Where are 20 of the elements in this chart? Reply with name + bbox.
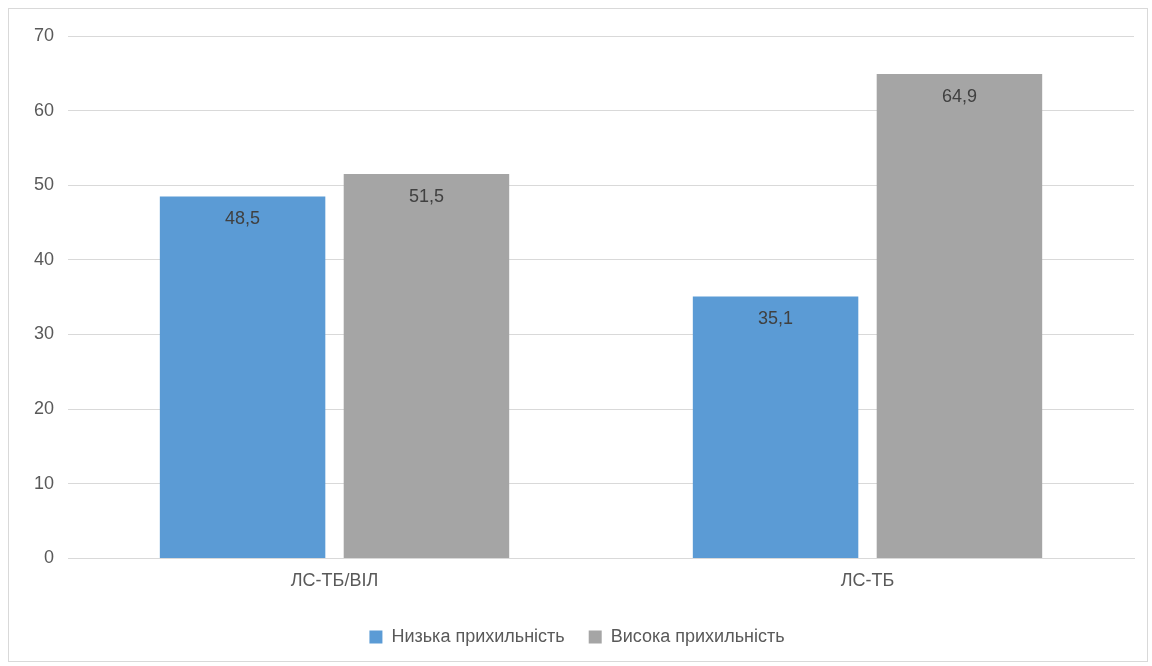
- y-tick-label: 0: [44, 547, 55, 568]
- x-tick-label: ЛС-ТБ/ВІЛ: [290, 570, 379, 591]
- data-label: 51,5: [408, 186, 444, 207]
- bar: [159, 196, 326, 558]
- legend-label: Висока прихильність: [610, 625, 785, 646]
- y-tick-label: 60: [33, 99, 55, 120]
- bar: [876, 74, 1043, 558]
- bar: [343, 174, 510, 558]
- y-tick-label: 50: [33, 174, 55, 195]
- y-tick-label: 70: [33, 24, 55, 45]
- data-label: 48,5: [225, 208, 261, 229]
- data-label: 35,1: [758, 308, 794, 329]
- x-tick-label: ЛС-ТБ: [840, 570, 895, 591]
- y-tick-label: 20: [33, 398, 55, 419]
- y-tick-label: 30: [33, 323, 55, 344]
- y-tick-label: 40: [33, 248, 55, 269]
- data-label: 64,9: [941, 86, 977, 107]
- y-tick-label: 10: [33, 472, 55, 493]
- legend-label: Низька прихильність: [391, 625, 565, 646]
- bar: [692, 296, 859, 558]
